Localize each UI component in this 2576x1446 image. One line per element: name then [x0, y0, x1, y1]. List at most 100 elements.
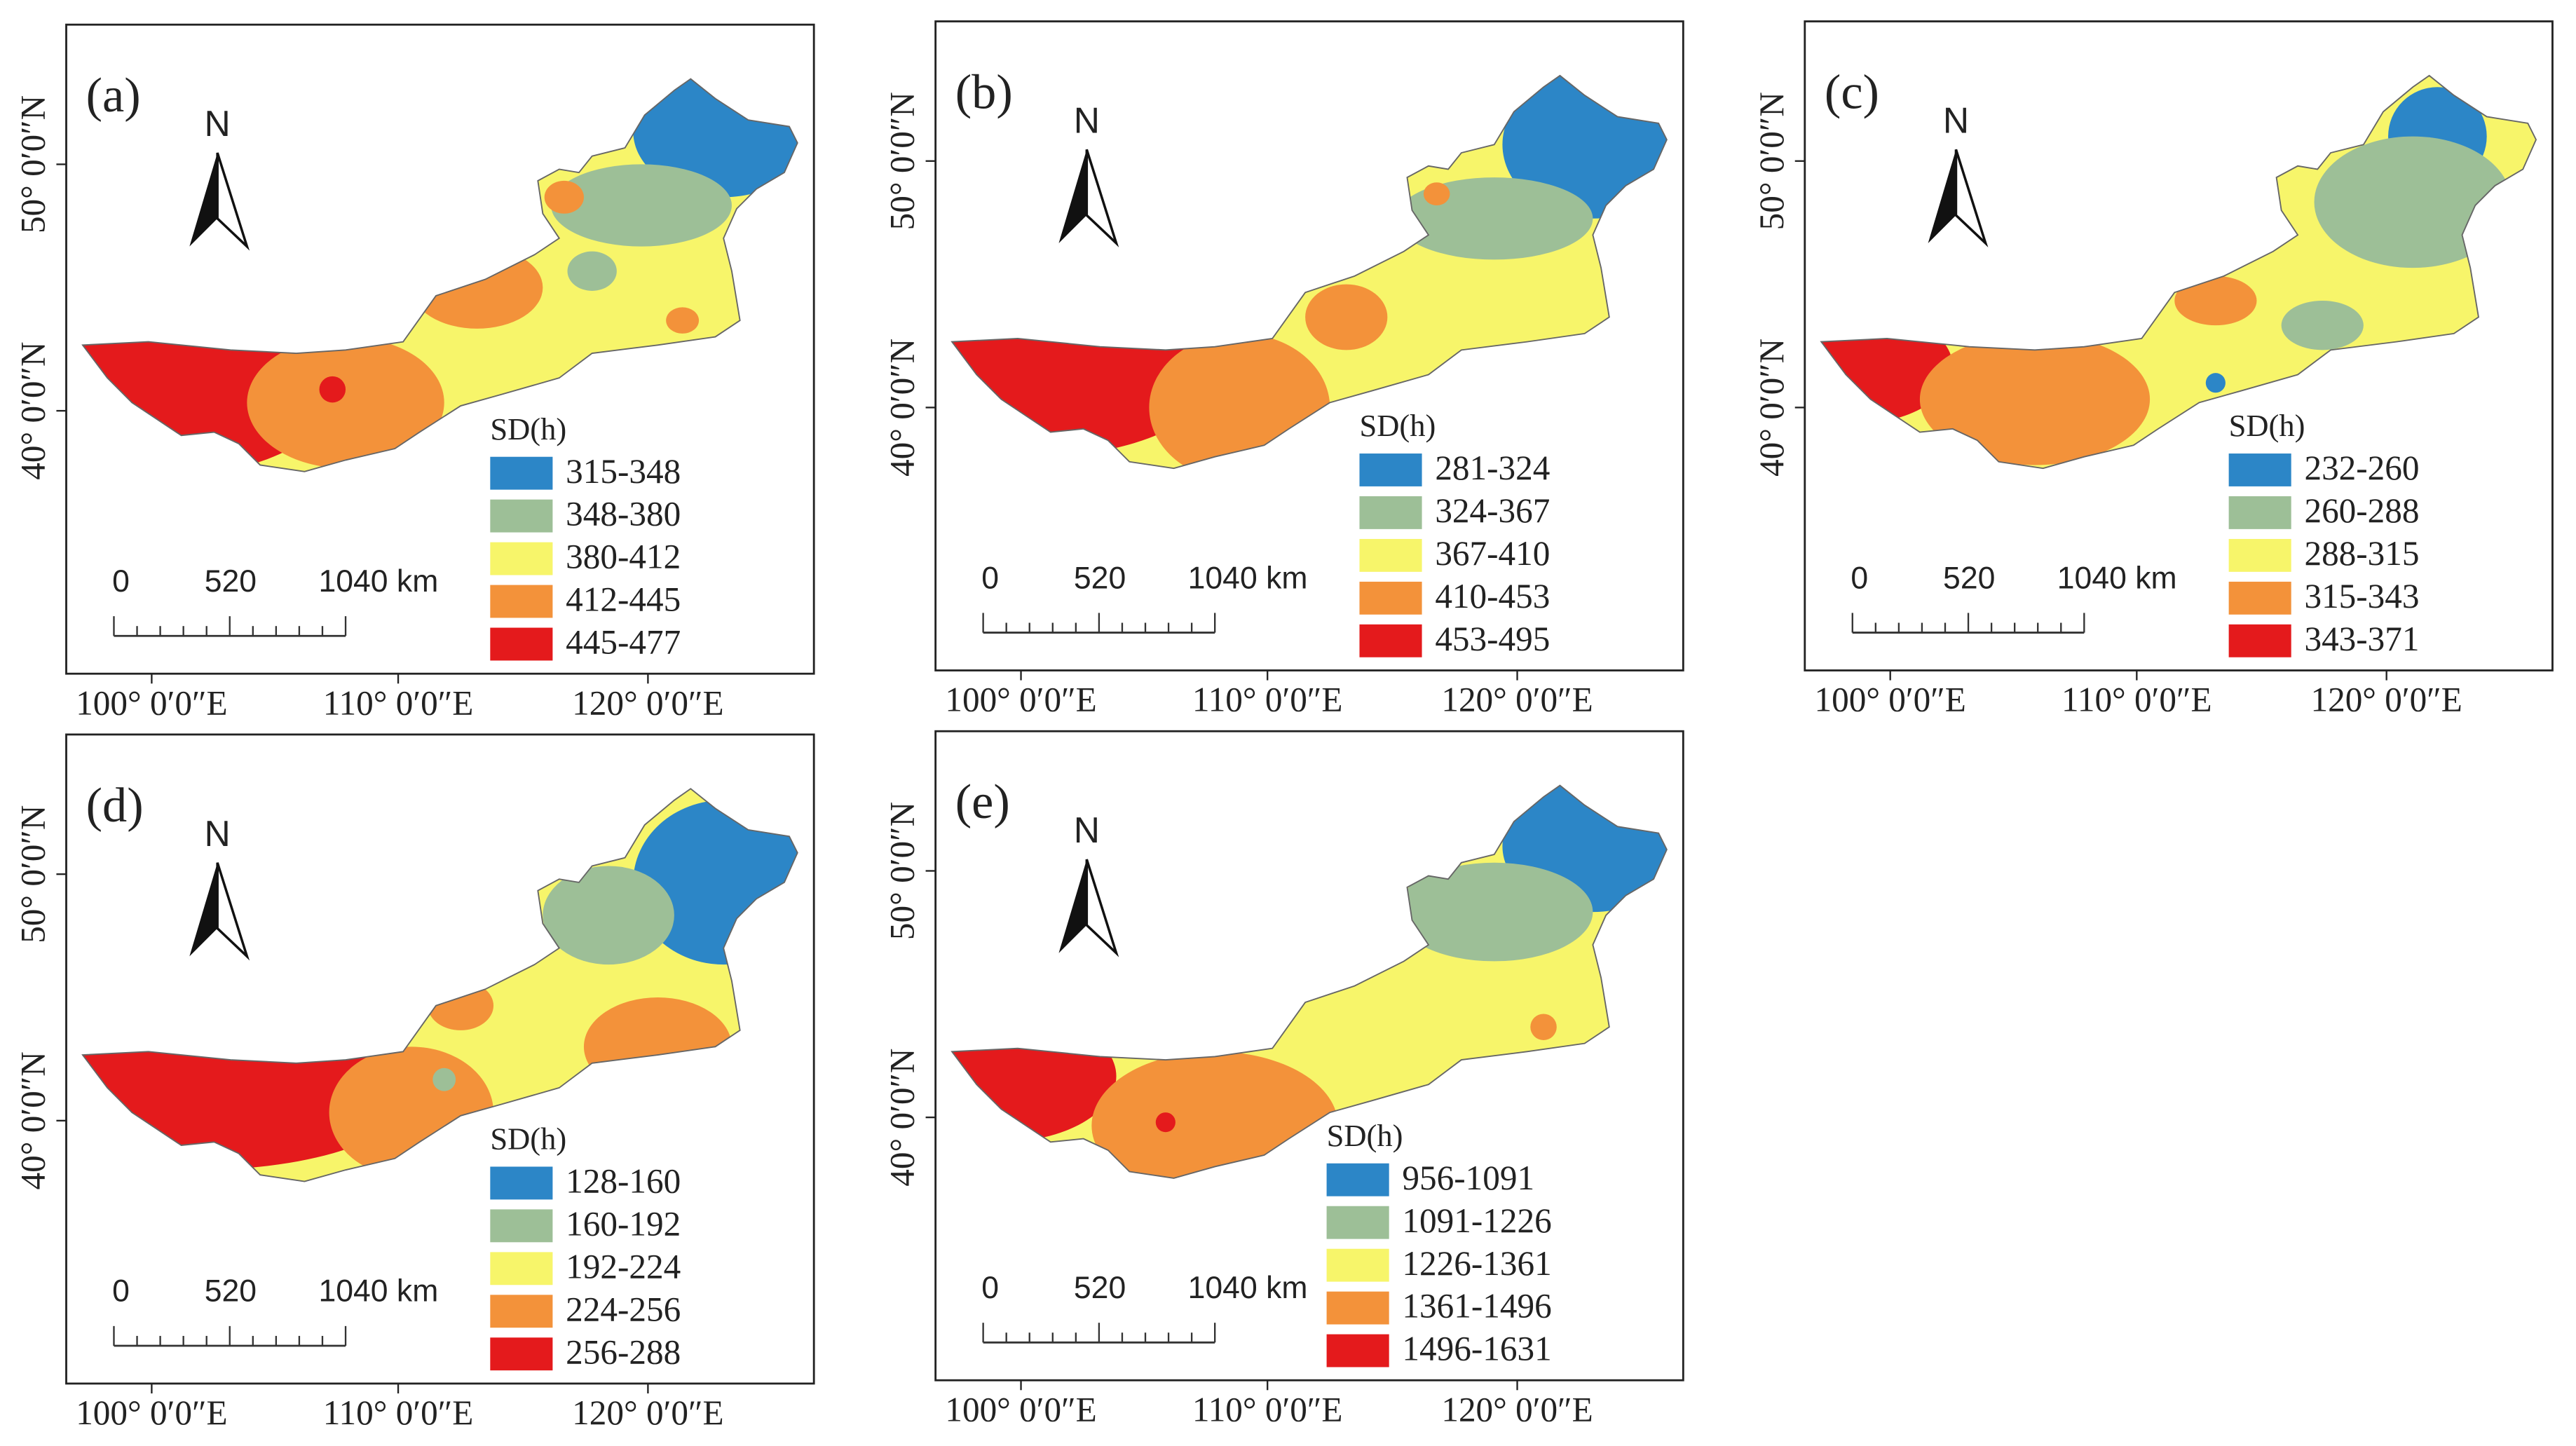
x-tick-label: 100° 0′0″E [76, 1393, 227, 1432]
legend-label: 192-224 [566, 1247, 681, 1285]
x-tick-label: 100° 0′0″E [1815, 681, 1966, 719]
legend-label: 324-367 [1435, 491, 1550, 530]
region-outline [81, 78, 798, 472]
north-arrow [189, 153, 218, 247]
y-tick-label: 50° 0′0″N [883, 802, 922, 940]
x-tick-label: 100° 0′0″E [945, 1390, 1096, 1428]
legend-swatch [1326, 1291, 1389, 1325]
legend-swatch [1359, 538, 1422, 572]
zone [432, 1068, 456, 1091]
north-arrow [189, 862, 218, 957]
scale-label: 520 [205, 1274, 257, 1309]
legend-swatch [2228, 538, 2291, 572]
y-tick-label: 40° 0′0″N [883, 1049, 922, 1187]
scale-label: 0 [112, 1274, 130, 1309]
legend-label: 956-1091 [1402, 1159, 1534, 1197]
legend-label: 348-380 [566, 495, 681, 533]
legend-label: 453-495 [1435, 620, 1550, 658]
zone [666, 307, 700, 334]
y-tick-label: 50° 0′0″N [14, 95, 53, 233]
legend-swatch [2228, 581, 2291, 615]
scale-label: 1040 km [319, 1274, 439, 1309]
legend-label: 315-343 [2304, 577, 2419, 615]
north-arrow [1928, 149, 1956, 243]
legend-swatch [490, 627, 553, 661]
legend-label: 380-412 [566, 538, 681, 576]
legend-label: 160-192 [566, 1205, 681, 1243]
zone [247, 336, 444, 469]
map-panel: (a) N 0 520 1040 km SD(h)315-348 348-380 380-41… [14, 23, 815, 722]
legend-label: 260-288 [2304, 491, 2419, 530]
scale-label: 1040 km [1188, 561, 1308, 595]
scale-label: 1040 km [1188, 1271, 1308, 1305]
zone [1155, 1112, 1175, 1133]
legend-swatch [2228, 496, 2291, 529]
legend-label: 1226-1361 [1402, 1244, 1551, 1283]
y-tick-label: 40° 0′0″N [883, 339, 922, 477]
region-outline [950, 784, 1668, 1179]
legend-label: 232-260 [2304, 449, 2419, 487]
zone [1396, 862, 1593, 962]
north-arrow [1085, 859, 1119, 957]
zone [319, 376, 346, 403]
north-label: N [205, 103, 231, 144]
north-label: N [1943, 100, 1969, 140]
y-tick-label: 40° 0′0″N [1752, 339, 1791, 477]
y-tick-label: 50° 0′0″N [14, 805, 53, 943]
legend-swatch [1326, 1248, 1389, 1282]
y-tick-label: 40° 0′0″N [14, 341, 53, 479]
legend-swatch [2228, 624, 2291, 657]
legend-swatch [490, 1252, 553, 1285]
legend-swatch [490, 1295, 553, 1328]
north-arrow [1954, 149, 1989, 247]
legend-title: SD(h) [2229, 408, 2305, 443]
panel-label: (d) [86, 778, 144, 833]
zone [2174, 275, 2257, 326]
zone [567, 251, 617, 291]
legend-label: 1091-1226 [1402, 1201, 1551, 1240]
north-label: N [205, 813, 231, 854]
scale-label: 520 [1943, 561, 1995, 595]
x-tick-label: 120° 0′0″E [1441, 1390, 1593, 1428]
zone [1919, 333, 2151, 465]
legend-swatch [490, 1337, 553, 1371]
scale-label: 0 [981, 561, 999, 595]
zone [1305, 284, 1388, 350]
legend-label: 410-453 [1435, 577, 1550, 615]
legend-swatch [1326, 1163, 1389, 1196]
x-tick-label: 100° 0′0″E [76, 683, 227, 722]
legend-swatch [1359, 496, 1422, 529]
map-panel: (b) N 0 520 1040 km SD(h) 281-324 324-367 367-41… [883, 20, 1684, 719]
legend-label: 367-410 [1435, 534, 1550, 573]
zone [544, 180, 584, 214]
x-tick-label: 110° 0′0″E [2062, 681, 2212, 719]
y-tick-label: 50° 0′0″N [1752, 92, 1791, 230]
zone [1423, 182, 1450, 206]
scale-label: 0 [112, 564, 130, 599]
legend-swatch [490, 1166, 553, 1200]
x-tick-label: 110° 0′0″E [323, 683, 474, 722]
north-label: N [1074, 100, 1100, 140]
x-tick-label: 120° 0′0″E [572, 1393, 723, 1432]
panel-label: (a) [86, 68, 141, 123]
legend-title: SD(h) [490, 411, 566, 446]
x-tick-label: 120° 0′0″E [572, 683, 723, 722]
x-tick-label: 100° 0′0″E [945, 681, 1096, 719]
panel-label: (b) [955, 64, 1013, 119]
scale-label: 0 [1851, 561, 1868, 595]
map-panel: (c) N 0 520 1040 km SD(h) 232-260 260-288 288-31… [1752, 20, 2554, 719]
map-panel: (d) N 0 520 1040 km SD(h)128-160 160-192 192-22… [14, 733, 815, 1432]
legend-label: 445-477 [566, 623, 681, 662]
map-panel: (e) N 0 520 1040 km SD(h) 956-1091 1091-1226 122… [883, 730, 1684, 1428]
region-outline [1820, 74, 2537, 470]
legend-swatch [2228, 453, 2291, 486]
legend-title: SD(h) [490, 1121, 566, 1157]
legend-swatch [1326, 1206, 1389, 1239]
x-tick-label: 110° 0′0″E [323, 1393, 474, 1432]
north-arrow [1085, 149, 1119, 247]
region-outline [950, 74, 1668, 470]
legend-swatch [1359, 581, 1422, 615]
zone [2281, 301, 2364, 350]
